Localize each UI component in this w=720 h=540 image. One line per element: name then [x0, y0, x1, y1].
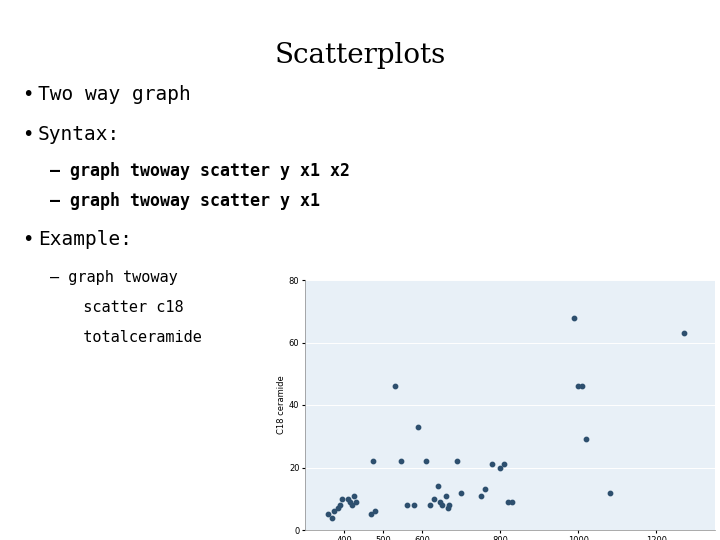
- Point: [389, 382, 400, 390]
- Point: [440, 491, 451, 500]
- Point: [420, 457, 432, 465]
- Y-axis label: C18 ceramide: C18 ceramide: [277, 376, 286, 434]
- Point: [434, 497, 446, 506]
- Point: [569, 313, 580, 322]
- Point: [604, 488, 616, 497]
- Point: [498, 460, 510, 469]
- Point: [428, 495, 440, 503]
- Text: Example:: Example:: [38, 230, 132, 249]
- Point: [413, 423, 424, 431]
- Point: [432, 482, 444, 490]
- Point: [344, 497, 356, 506]
- Point: [348, 491, 359, 500]
- Point: [408, 501, 420, 509]
- Text: – graph twoway: – graph twoway: [50, 270, 178, 285]
- Point: [451, 457, 463, 465]
- Point: [328, 507, 340, 516]
- Point: [368, 457, 379, 465]
- Point: [503, 497, 514, 506]
- Point: [577, 382, 588, 390]
- Point: [572, 382, 584, 390]
- Point: [346, 501, 358, 509]
- Point: [395, 457, 406, 465]
- Text: scatter c18: scatter c18: [65, 300, 184, 315]
- Text: •: •: [22, 125, 33, 144]
- Point: [333, 504, 344, 512]
- Text: •: •: [22, 230, 33, 249]
- Point: [479, 485, 490, 494]
- Point: [444, 501, 455, 509]
- Point: [334, 501, 346, 509]
- Text: – graph twoway scatter y x1 x2: – graph twoway scatter y x1 x2: [50, 162, 350, 180]
- Point: [678, 329, 690, 338]
- Point: [401, 501, 413, 509]
- Text: •: •: [22, 85, 33, 104]
- Text: – graph twoway scatter y x1: – graph twoway scatter y x1: [50, 192, 320, 210]
- Point: [456, 488, 467, 497]
- Point: [506, 497, 518, 506]
- Point: [424, 501, 436, 509]
- Point: [369, 507, 381, 516]
- Text: Scatterplots: Scatterplots: [274, 42, 446, 69]
- Point: [327, 513, 338, 522]
- Point: [323, 510, 334, 519]
- Text: Two way graph: Two way graph: [38, 85, 191, 104]
- Point: [580, 435, 592, 444]
- Text: totalceramide: totalceramide: [65, 330, 202, 345]
- Point: [475, 491, 487, 500]
- Point: [442, 504, 454, 512]
- Point: [350, 497, 361, 506]
- Point: [436, 501, 447, 509]
- Point: [366, 510, 377, 519]
- Point: [336, 495, 348, 503]
- Point: [495, 463, 506, 472]
- Point: [487, 460, 498, 469]
- Point: [342, 495, 354, 503]
- Text: Syntax:: Syntax:: [38, 125, 120, 144]
